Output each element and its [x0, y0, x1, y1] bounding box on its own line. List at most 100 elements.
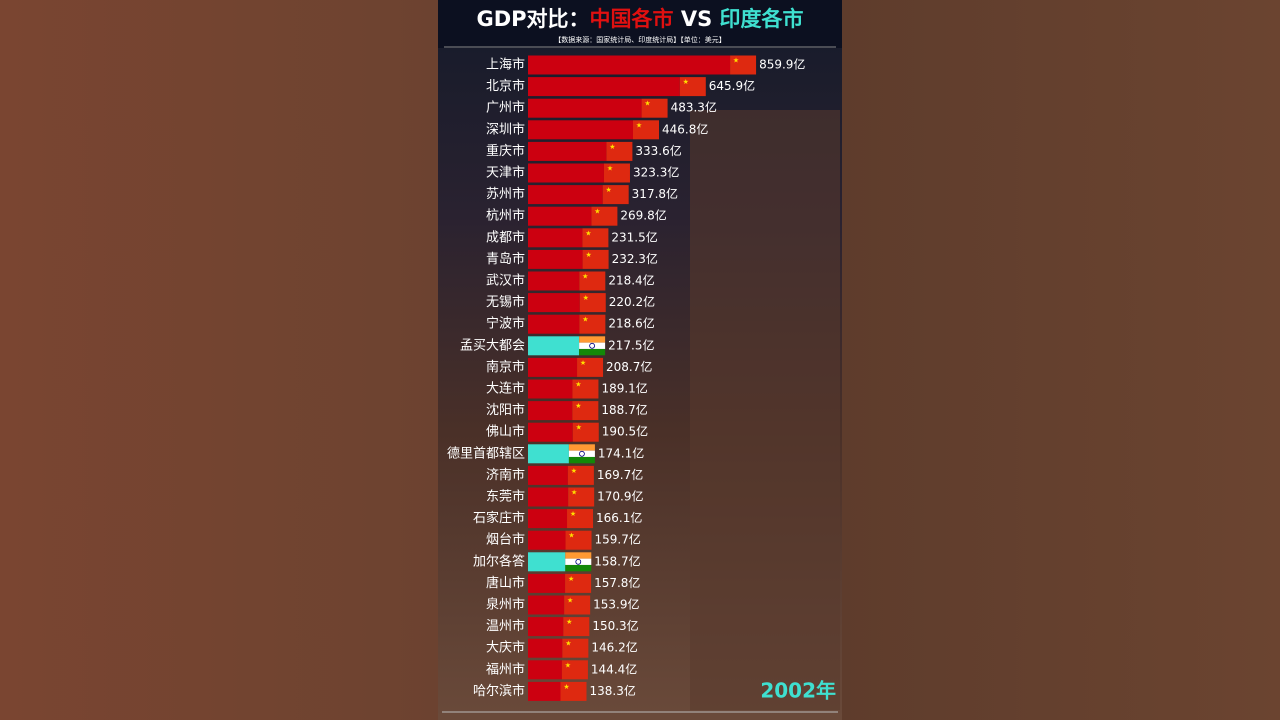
flag-star: ★ [563, 683, 569, 691]
y-tick-label: 天津市 [486, 165, 525, 181]
bar [528, 141, 607, 161]
flag-china [602, 185, 629, 205]
bar [528, 552, 566, 572]
value-label: 217.5亿 [608, 337, 654, 352]
y-tick-label: 沈阳市 [486, 402, 525, 418]
flag-china [568, 487, 595, 507]
y-tick-label: 唐山市 [486, 575, 525, 591]
bar [528, 487, 569, 507]
flag-china [579, 293, 606, 313]
flag-china [562, 638, 589, 658]
bar [528, 681, 561, 701]
bar [528, 509, 568, 529]
y-tick-label: 宁波市 [486, 316, 525, 332]
value-label: 317.8亿 [632, 186, 678, 201]
flag-star: ★ [567, 597, 573, 605]
flag-star: ★ [644, 100, 650, 108]
flag-china [582, 228, 609, 248]
bar [528, 465, 568, 485]
y-tick-label: 重庆市 [486, 143, 525, 159]
flag-star: ★ [609, 143, 615, 151]
value-label: 232.3亿 [612, 251, 658, 266]
flag-china [606, 141, 633, 161]
value-label: 333.6亿 [635, 143, 681, 158]
value-label: 446.8亿 [662, 121, 708, 136]
bar [528, 163, 604, 183]
flag-china [579, 271, 606, 291]
flag-india [565, 552, 592, 559]
value-label: 157.8亿 [594, 575, 640, 590]
value-label: 159.7亿 [595, 532, 641, 547]
year-label: 2002年 [760, 679, 836, 703]
y-tick-label: 成都市 [486, 229, 525, 245]
bar [528, 379, 573, 399]
bar [528, 530, 566, 550]
flag-star: ★ [606, 186, 612, 194]
flag-china [730, 55, 757, 75]
title-part: GDP对比： [476, 7, 589, 31]
flag-star: ★ [733, 57, 739, 65]
value-label: 146.2亿 [591, 640, 637, 655]
bar [528, 336, 580, 356]
bar [528, 206, 592, 226]
bar [528, 293, 580, 313]
flag-china [603, 163, 630, 183]
bar [528, 617, 564, 637]
flag-india [579, 336, 606, 343]
flag-china [572, 379, 599, 399]
value-label: 859.9亿 [759, 57, 805, 72]
y-tick-label: 泉州市 [486, 597, 525, 613]
flag-star: ★ [683, 78, 689, 86]
y-tick-label: 大连市 [486, 381, 525, 397]
flag-star: ★ [566, 618, 572, 626]
value-label: 231.5亿 [611, 229, 657, 244]
bar [528, 185, 603, 205]
bar [528, 77, 680, 97]
value-label: 169.7亿 [597, 467, 643, 482]
y-tick-label: 南京市 [486, 359, 525, 375]
bar [528, 444, 569, 464]
flag-china [632, 120, 659, 140]
flag-wheel [579, 450, 585, 457]
flag-india [579, 342, 606, 349]
value-label: 150.3亿 [592, 618, 638, 633]
y-tick-label: 烟台市 [486, 532, 525, 548]
bar [528, 249, 583, 269]
flag-india [565, 564, 592, 572]
value-label: 645.9亿 [709, 78, 755, 93]
y-tick-label: 加尔各答 [473, 553, 525, 569]
flag-china [560, 681, 587, 701]
bar [528, 228, 583, 248]
background-building [690, 110, 840, 710]
bar [528, 357, 578, 377]
value-label: 189.1亿 [601, 381, 647, 396]
bar [528, 573, 566, 593]
y-tick-label: 东莞市 [486, 489, 525, 505]
flag-china [679, 77, 706, 97]
flag-star: ★ [568, 575, 574, 583]
subtitle: 【数据来源：国家统计局、印度统计局】【单位：美元】 [554, 35, 726, 44]
flag-star: ★ [571, 467, 577, 475]
flag-china [591, 206, 618, 226]
value-label: 323.3亿 [633, 165, 679, 180]
flag-wheel [575, 558, 582, 565]
flag-star: ★ [571, 489, 577, 497]
y-tick-label: 北京市 [486, 78, 525, 94]
flag-star: ★ [580, 359, 586, 367]
value-label: 483.3亿 [671, 100, 717, 115]
bar [528, 422, 573, 442]
flag-star: ★ [585, 251, 591, 259]
bar [528, 401, 573, 421]
flag-wheel [589, 342, 596, 349]
y-tick-label: 杭州市 [486, 208, 525, 224]
bar [528, 595, 565, 615]
bar [528, 271, 580, 291]
flag-china [563, 617, 590, 637]
value-label: 208.7亿 [606, 359, 652, 374]
value-label: 188.7亿 [601, 402, 647, 417]
flag-china [567, 509, 594, 529]
value-label: 190.5亿 [602, 424, 648, 439]
flag-star: ★ [594, 208, 600, 216]
